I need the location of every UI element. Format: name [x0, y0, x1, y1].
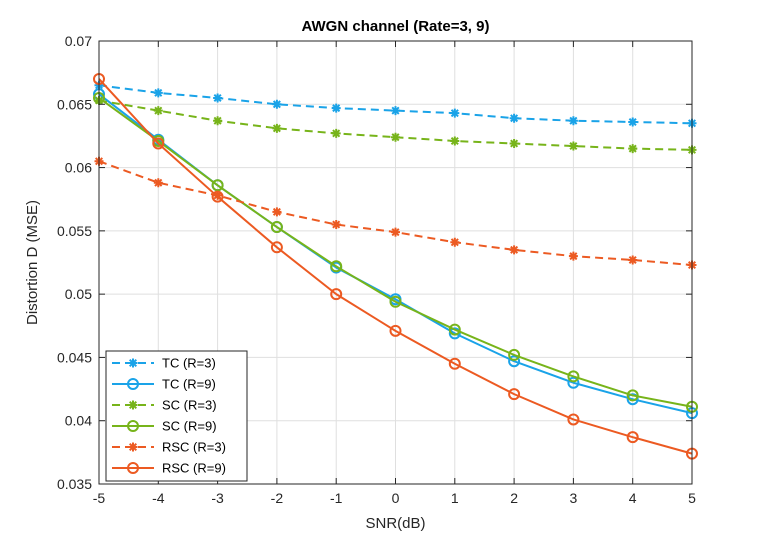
y-tick-label: 0.055 [57, 223, 92, 239]
data-point [331, 128, 341, 138]
series-sc-r-9 [93, 91, 698, 413]
data-point [568, 141, 578, 151]
data-point [270, 221, 283, 234]
x-tick-label: 0 [392, 490, 400, 506]
data-point [391, 106, 400, 116]
ticks: -5 -4 -3 -2 -1 0 1 2 3 4 5 0.035 0.04 0.045 0.05 0.055 0… [57, 33, 696, 506]
data-point [509, 113, 519, 123]
data-point [450, 136, 460, 146]
x-tick-label: 4 [629, 490, 637, 506]
x-tick-label: -3 [211, 490, 224, 506]
data-point [508, 348, 521, 361]
x-tick-label: -2 [271, 490, 284, 506]
data-point [509, 245, 519, 255]
data-point [213, 93, 223, 103]
y-tick-label: 0.04 [65, 413, 92, 429]
data-point [450, 108, 460, 118]
series-line [98, 84, 693, 125]
data-point [450, 237, 460, 247]
chart-title: AWGN channel (Rate=3, 9) [302, 18, 490, 35]
legend-entry: SC (R=3) [112, 398, 217, 413]
series-rsc-r-9 [93, 72, 698, 460]
legend-label: SC (R=9) [162, 419, 217, 434]
data-point [211, 190, 224, 203]
y-tick-label: 0.06 [65, 160, 92, 176]
data-point [628, 255, 638, 265]
legend-label: TC (R=3) [162, 356, 216, 371]
data-point [448, 323, 461, 336]
data-point [272, 207, 282, 217]
y-tick-label: 0.07 [65, 33, 92, 49]
legend-box [105, 350, 248, 482]
legend-label: SC (R=3) [162, 398, 217, 413]
legend-entry: TC (R=9) [112, 377, 216, 392]
series-line [98, 97, 693, 408]
x-tick-label: 2 [510, 490, 518, 506]
x-tick-label: 1 [451, 490, 459, 506]
data-point [153, 178, 163, 188]
x-axis-label: SNR(dB) [365, 515, 425, 532]
y-tick-label: 0.045 [57, 349, 92, 365]
data-point [448, 327, 461, 340]
data-point [391, 132, 400, 142]
y-axis-label: Distortion D (MSE) [24, 200, 41, 325]
legend-entry: TC (R=3) [112, 356, 216, 371]
data-point [331, 220, 341, 230]
legend-marker [128, 442, 138, 452]
legend-label: TC (R=9) [162, 377, 216, 392]
series-layer [93, 72, 698, 460]
data-point [330, 260, 343, 273]
legend: TC (R=3) TC (R=9) SC (R=3) SC (R=9) RSC (R=3… [105, 350, 248, 482]
x-tick-label: -4 [152, 490, 165, 506]
legend-entry: RSC (R=3) [112, 440, 226, 455]
x-tick-label: -5 [93, 490, 106, 506]
data-point [213, 116, 223, 126]
data-point [270, 241, 283, 254]
data-point [568, 116, 578, 126]
data-point [153, 88, 163, 98]
data-point [626, 431, 639, 444]
data-point [509, 139, 519, 149]
data-point [626, 393, 639, 406]
legend-marker [127, 462, 139, 474]
data-point [211, 179, 224, 192]
x-tick-label: 5 [688, 490, 696, 506]
legend-label: RSC (R=3) [162, 440, 226, 455]
data-point [389, 295, 402, 308]
legend-entry: RSC (R=9) [112, 461, 226, 476]
data-point [152, 137, 165, 150]
legend-marker [128, 400, 138, 410]
y-tick-label: 0.035 [57, 476, 92, 492]
data-point [508, 388, 521, 401]
data-point [153, 106, 163, 116]
data-point [567, 376, 580, 389]
legend-marker [127, 378, 139, 390]
data-point [448, 357, 461, 370]
x-tick-label: -1 [330, 490, 343, 506]
data-point [391, 227, 400, 237]
data-point [272, 123, 282, 133]
x-tick-label: 3 [570, 490, 578, 506]
data-point [628, 117, 638, 127]
y-tick-label: 0.05 [65, 286, 92, 302]
data-point [272, 99, 282, 109]
data-point [508, 355, 521, 368]
legend-marker [128, 358, 138, 368]
legend-entry: SC (R=9) [112, 419, 217, 434]
data-point [568, 251, 578, 261]
legend-marker [127, 420, 139, 432]
data-point [331, 103, 341, 113]
data-point [389, 324, 402, 337]
data-point [567, 413, 580, 426]
data-point [626, 389, 639, 402]
data-point [330, 288, 343, 301]
legend-label: RSC (R=9) [162, 461, 226, 476]
series-line [98, 78, 693, 455]
y-tick-label: 0.065 [57, 96, 92, 112]
data-point [567, 370, 580, 383]
data-point [628, 144, 638, 154]
